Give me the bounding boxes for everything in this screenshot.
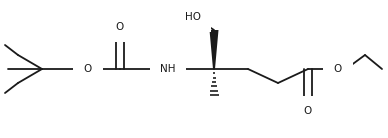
Text: NH: NH bbox=[160, 64, 176, 74]
Polygon shape bbox=[210, 30, 218, 69]
Text: O: O bbox=[84, 64, 92, 74]
Text: O: O bbox=[304, 106, 312, 116]
Text: O: O bbox=[116, 22, 124, 32]
Text: HO: HO bbox=[185, 12, 201, 22]
Text: O: O bbox=[334, 64, 342, 74]
